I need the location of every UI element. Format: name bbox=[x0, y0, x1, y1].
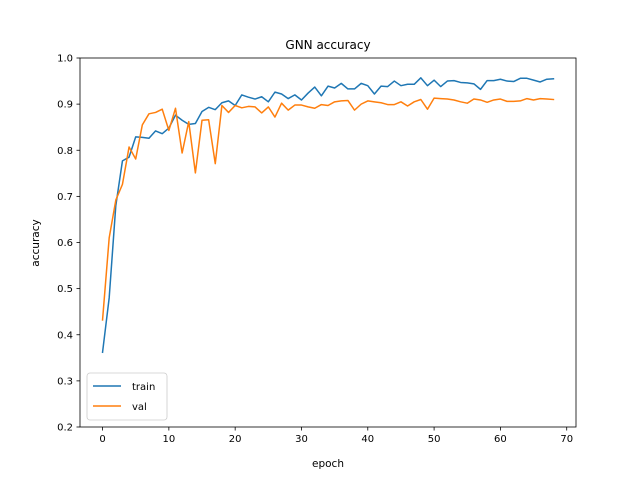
y-tick-label: 0.3 bbox=[57, 376, 73, 387]
y-axis-ticks: 0.2 0.3 0.4 0.5 0.6 0.7 0.8 0.9 1.0 bbox=[57, 54, 80, 434]
y-tick-label: 0.2 bbox=[57, 423, 73, 434]
x-tick-label: 70 bbox=[560, 434, 573, 445]
x-axis-label: epoch bbox=[312, 458, 344, 470]
x-tick-label: 60 bbox=[494, 434, 507, 445]
y-tick-label: 0.5 bbox=[57, 284, 73, 295]
y-tick-label: 0.9 bbox=[57, 100, 73, 111]
plot-lines bbox=[101, 77, 555, 354]
chart-title: GNN accuracy bbox=[285, 38, 370, 52]
x-tick-label: 0 bbox=[99, 434, 105, 445]
x-tick-label: 50 bbox=[428, 434, 441, 445]
y-tick-label: 0.7 bbox=[57, 192, 73, 203]
x-axis-ticks: 0 10 20 30 40 50 60 70 bbox=[99, 427, 573, 445]
legend-box bbox=[86, 372, 168, 421]
x-tick-label: 30 bbox=[295, 434, 308, 445]
x-tick-label: 10 bbox=[162, 434, 175, 445]
legend-label-train: train bbox=[132, 382, 155, 393]
y-tick-label: 0.4 bbox=[57, 330, 73, 341]
legend: train val bbox=[86, 372, 168, 421]
y-tick-label: 1.0 bbox=[57, 54, 73, 65]
legend-label-val: val bbox=[132, 402, 147, 413]
series-line-val bbox=[101, 97, 555, 321]
y-tick-label: 0.8 bbox=[57, 146, 73, 157]
series-line-train bbox=[101, 77, 555, 354]
y-tick-label: 0.6 bbox=[57, 238, 73, 249]
x-tick-label: 40 bbox=[361, 434, 374, 445]
y-axis-label: accuracy bbox=[30, 219, 42, 266]
x-tick-label: 20 bbox=[229, 434, 242, 445]
